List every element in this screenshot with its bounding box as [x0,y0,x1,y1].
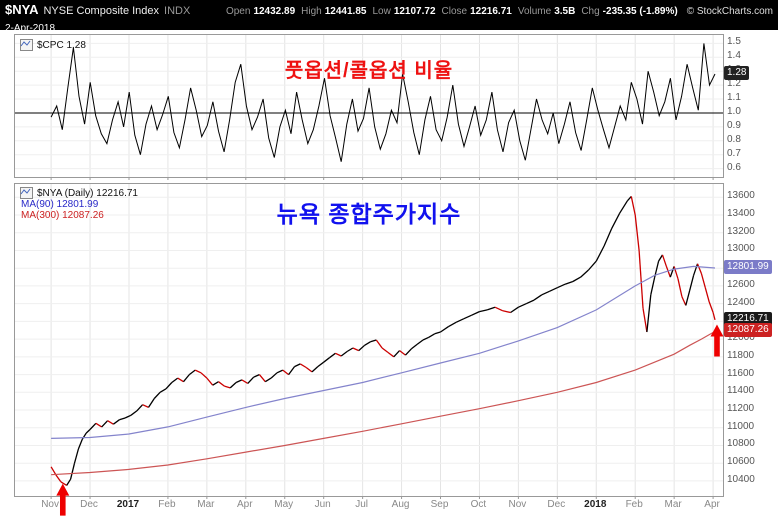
quote-close: Close 12216.71 [442,6,512,17]
up-arrow-annotation [56,483,70,516]
x-axis-label: Jun [314,499,331,510]
quote-volume-label: Volume [517,6,552,17]
y-axis-label: 11600 [727,367,755,379]
y-axis-label: 10600 [727,456,755,468]
cpc-panel: $CPC 1.28 풋옵션/콜옵션 비율 [14,34,724,180]
quote-header-row2: 2-Apr-2018 [5,18,773,36]
nya-legend-price: $NYA (Daily) 12216.71 [37,187,138,199]
chart-type-icon [20,187,33,199]
y-axis-label: 10400 [727,473,755,485]
quote-high-value: 12441.85 [324,6,367,17]
quote-header: $NYA NYSE Composite Index INDX Open 12432… [0,0,778,34]
nya-panel: $NYA (Daily) 12216.71 MA(90) 12801.99 MA… [14,183,724,516]
ma300-line [51,330,716,476]
quote-open-label: Open [225,6,251,17]
x-axis-label: May [274,499,294,510]
quote-close-value: 12216.71 [470,6,512,17]
quote-change-value: -235.35 (-1.89%) [602,6,678,17]
y-axis-label: 13400 [727,208,755,220]
y-axis-label: 1.5 [727,36,741,48]
y-axis-label: 0.8 [727,133,741,145]
y-axis-label: 12000 [727,332,755,344]
y-axis-label: 0.9 [727,119,741,131]
last-value-label: 12801.99 [724,260,772,275]
x-axis-label: Nov [508,499,527,510]
y-axis-label: 13600 [727,190,755,202]
chart-type-icon [20,39,33,51]
quote-volume-value: 3.5B [554,6,576,17]
x-axis-label: Feb [625,499,643,510]
y-axis-label: 13200 [727,225,755,237]
x-axis-label: Mar [197,499,215,510]
quote-values: Open 12432.89 High 12441.85 Low 12107.72 Cl… [226,6,678,17]
quote-open-value: 12432.89 [253,6,296,17]
cpc-ratio-line [50,43,716,162]
up-arrow-annotation [710,324,724,357]
chart-date: 2-Apr-2018 [5,23,56,34]
x-axis-label: Mar [664,499,682,510]
x-axis-label: Apr [237,499,253,510]
y-axis-label: 11800 [727,349,755,361]
x-axis-label: Sep [430,499,449,510]
x-axis-label: Nov [41,499,59,510]
quote-close-label: Close [441,6,468,17]
cpc-plot-svg [15,35,723,180]
ma90-line [51,265,716,439]
y-axis-label: 1.0 [727,105,741,117]
quote-low: Low 12107.72 [372,6,435,17]
exchange-label: INDX [164,5,191,17]
x-axis-label: 2017 [116,499,140,510]
cpc-legend-label: $CPC 1.28 [37,39,86,51]
cpc-legend: $CPC 1.28 [20,39,86,51]
quote-high: High 12441.85 [301,6,366,17]
x-axis-label: Feb [158,499,176,510]
y-axis-label: 0.7 [727,147,741,159]
nya-annotation-title: 뉴욕 종합주가지수 [276,201,462,227]
x-axis-label: Apr [704,499,720,510]
y-axis-label: 1.1 [727,92,741,104]
nya-legend-price-row: $NYA (Daily) 12216.71 [20,187,138,199]
cpc-annotation-title: 풋옵션/콜옵션 비율 [284,60,454,82]
quote-open: Open 12432.89 [226,6,295,17]
y-axis-label: 13000 [727,243,755,255]
last-value-label: 12087.26 [724,323,772,338]
nya-legend: $NYA (Daily) 12216.71 MA(90) 12801.99 MA… [20,187,138,221]
y-axis-label: 1.4 [727,50,741,62]
price-line [50,195,716,486]
x-axis-label: 2018 [584,499,607,510]
nya-plot-svg [15,184,724,516]
x-axis-label: Dec [547,499,566,510]
y-axis-label: 12600 [727,278,755,290]
quote-change: Chg -235.35 (-1.89%) [581,6,677,17]
x-axis-label: Dec [80,499,98,510]
y-axis-label: 11200 [727,403,755,415]
quote-change-label: Chg [581,6,600,17]
x-axis-label: Oct [470,499,487,510]
last-value-label: 1.28 [724,65,750,80]
quote-low-label: Low [372,6,391,17]
stockcharts-copyright: © StockCharts.com [686,6,773,17]
symbol-ticker: $NYA [5,2,39,17]
y-axis-label: 11400 [727,385,755,397]
y-axis-label: 1.2 [727,78,741,90]
x-axis-label: Jul [355,499,369,510]
y-axis-label: 0.6 [727,161,741,173]
nya-legend-ma90: MA(90) 12801.99 [21,199,99,210]
y-axis-label: 10800 [727,438,755,450]
index-name: NYSE Composite Index [43,5,160,17]
quote-high-label: High [301,6,322,17]
quote-header-row1: $NYA NYSE Composite Index INDX Open 12432… [5,2,773,17]
quote-low-value: 12107.72 [393,6,436,17]
y-axis-label: 11000 [727,420,755,432]
y-axis-label: 12400 [727,296,755,308]
nya-legend-ma300: MA(300) 12087.26 [21,210,104,221]
last-value-label: 12216.71 [724,311,772,326]
x-axis-label: Aug [391,499,410,510]
chart-area: $CPC 1.28 풋옵션/콜옵션 비율 $NYA (Daily) 12216.… [0,30,778,522]
quote-volume: Volume 3.5B [518,6,575,17]
